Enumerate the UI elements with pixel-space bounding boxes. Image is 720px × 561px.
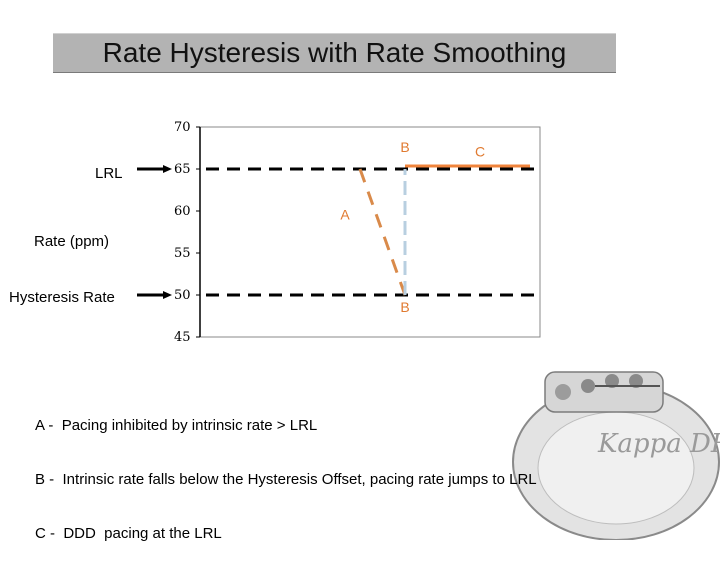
device-brand-text: Kappa DR701 [597,429,720,459]
note-b-prefix: B - [35,471,55,488]
y-tick-label: 65 [174,162,191,177]
pacemaker-device-icon: Kappa DR701 [512,371,720,540]
note-a: A - Pacing inhibited by intrinsic rate >… [35,417,537,435]
annotation-b-1: B [400,139,409,155]
rate-axis-label: Rate (ppm) [34,233,110,250]
annotation-c-3: C [475,143,485,159]
note-a-text: Pacing inhibited by intrinsic rate > LRL [61,417,318,434]
y-tick-label: 70 [174,120,191,135]
y-axis: 70 65 60 55 50 45 [174,120,541,345]
lrl-label: LRL [95,165,123,182]
note-c: C - DDD pacing at the LRL [35,525,537,543]
annotation-a-0: A [340,206,350,222]
y-tick-label: 50 [174,288,191,303]
y-tick-label: 55 [174,246,191,261]
pointer-arrow-head-2 [163,291,172,299]
annotation-b-2: B [400,299,409,315]
note-b: B - Intrinsic rate falls below the Hyste… [35,471,537,489]
chart: Kappa DR701 70 65 60 55 50 45 A B B C [137,120,720,540]
note-c-text: DDD pacing at the LRL [63,525,222,542]
note-c-prefix: C - [35,525,55,542]
pointer-arrow-head-1 [163,165,172,173]
note-a-prefix: A - [35,417,54,434]
notes: A - Pacing inhibited by intrinsic rate >… [35,381,537,561]
plot-area [199,126,541,338]
hysteresis-rate-label: Hysteresis Rate [9,289,115,306]
slide-title: Rate Hysteresis with Rate Smoothing [102,37,567,68]
note-b-text: Intrinsic rate falls below the Hysteresi… [62,471,537,488]
title-bar: Rate Hysteresis with Rate Smoothing [53,33,616,73]
y-tick-label: 45 [174,330,191,345]
series-line-1 [358,168,407,296]
y-tick-label: 60 [174,204,191,219]
